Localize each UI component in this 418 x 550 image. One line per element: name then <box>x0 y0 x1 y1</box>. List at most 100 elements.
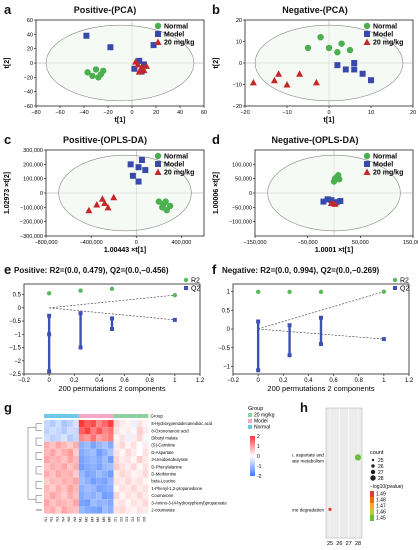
heatmap-cell <box>49 427 56 435</box>
heatmap-row-label: 2-coumarate <box>151 508 175 513</box>
heatmap-cell <box>113 470 120 478</box>
row-dendrogram-branch <box>35 481 42 489</box>
y-tick-label: 0 <box>227 327 231 333</box>
x-axis-label: 1.00443 ×t[1] <box>104 247 146 254</box>
heatmap-cell <box>119 484 126 492</box>
heatmap-cell <box>102 477 108 485</box>
heatmap-cell <box>84 448 91 456</box>
group-color-bar <box>84 414 91 418</box>
y-tick-label: −10 <box>233 83 242 89</box>
group-color-bar <box>96 414 102 418</box>
heatmap-cell <box>96 441 102 449</box>
size-legend-marker <box>370 469 376 475</box>
group-color-bar <box>113 414 120 418</box>
heatmap-cell <box>125 420 131 428</box>
heatmap-column-label: N2 <box>50 517 54 522</box>
x-tick-label: 20 <box>153 110 159 116</box>
data-point-model <box>320 198 327 205</box>
legend-marker-normal <box>363 22 371 30</box>
legend-label: Normal <box>164 154 188 161</box>
heatmap-cell <box>125 506 131 514</box>
heatmap-cell <box>73 434 79 442</box>
heatmap-cell <box>78 484 85 492</box>
heatmap-cell <box>61 463 68 471</box>
heatmap-cell <box>107 441 114 449</box>
heatmap-cell <box>102 492 108 500</box>
x-tick-label: 0.4 <box>304 378 313 384</box>
heatmap-column-label: D1 <box>114 517 118 522</box>
x-tick-label: 27 <box>346 541 352 547</box>
data-point-20mgkg <box>104 203 112 211</box>
data-point-model <box>324 196 331 203</box>
x-axis-label: t[1] <box>324 117 335 124</box>
y-tick-label: 0.5 <box>222 308 231 314</box>
color-legend-title: −log10(pvalue) <box>370 484 404 490</box>
r2-point <box>381 289 387 294</box>
heatmap-cell <box>142 441 149 449</box>
x-tick-label: 1.2 <box>196 378 205 384</box>
data-point-20mgkg <box>98 195 106 202</box>
y-tick-label: −1 <box>14 332 22 338</box>
heatmap-row-label: D-Phenylalanine <box>151 464 182 469</box>
data-point-normal <box>95 74 102 81</box>
data-point-normal <box>100 67 107 75</box>
data-point-model <box>131 65 138 72</box>
q2-point <box>110 316 114 321</box>
q2-point <box>110 327 114 331</box>
size-legend-marker <box>370 475 376 481</box>
pathway-bubble <box>328 507 332 511</box>
heatmap-cell <box>84 441 91 449</box>
heatmap-cell <box>84 463 91 471</box>
heatmap-cell <box>73 499 79 507</box>
heatmap-cell <box>49 499 56 507</box>
heatmap-cell <box>61 420 68 428</box>
colorbar <box>250 436 255 476</box>
data-point-model <box>127 161 134 168</box>
chart-b-pca-negative: −20 −10 0 10 20 −20 −10 0 10 20 t[1] t[2] NormalMode… <box>213 18 416 124</box>
heatmap-cell <box>142 477 149 485</box>
data-point-20mgkg <box>142 62 150 69</box>
heatmap-cell <box>142 434 149 442</box>
heatmap-cell <box>131 506 137 514</box>
legend-label: Model <box>373 32 393 39</box>
legend-marker-model <box>155 161 161 167</box>
row-dendrogram-branch <box>35 495 42 503</box>
y-tick-label: 300,000 <box>23 148 43 154</box>
heatmap-column-label: D3 <box>125 517 129 522</box>
pathway-bubble <box>354 454 362 461</box>
color-legend-label: 1.47 <box>376 504 386 510</box>
data-point-20mgkg <box>275 70 283 77</box>
heatmap-cell <box>102 484 108 492</box>
x-tick-label: −150,000 <box>243 240 266 246</box>
heatmap-cell <box>142 420 149 428</box>
data-point-20mgkg <box>93 200 101 208</box>
heatmap-cell <box>96 427 102 435</box>
heatmap-cell <box>49 463 56 471</box>
legend-marker-model <box>155 31 161 37</box>
x-tick-label: 1 <box>173 378 177 384</box>
heatmap-cell <box>90 506 97 514</box>
heatmap-cell <box>113 484 120 492</box>
y-tick-label: −0.5 <box>218 346 231 352</box>
y-axis-label: 1.00006 ×t[2] <box>213 172 220 214</box>
heatmap-cell <box>142 427 149 435</box>
data-point-20mgkg <box>135 68 143 75</box>
heatmap-cell <box>102 463 108 471</box>
heatmap-cell <box>119 456 126 464</box>
heatmap-cell <box>136 492 143 500</box>
heatmap-cell <box>73 470 79 478</box>
heatmap-cell <box>136 506 143 514</box>
heatmap-cell <box>49 484 56 492</box>
heatmap-cell <box>90 427 97 435</box>
r2-regression-line <box>258 291 384 330</box>
q2-point <box>319 342 323 346</box>
heatmap-cell <box>73 477 79 485</box>
heatmap-row-label: D-Aspartate <box>151 450 174 455</box>
heatmap-cell <box>96 470 102 478</box>
panel-h-label: h <box>300 400 308 415</box>
data-point-20mgkg <box>296 70 304 77</box>
y-tick-label: 20 <box>27 47 33 53</box>
heatmap-cell <box>102 441 108 449</box>
pathway-label: glutamate metabolism <box>292 458 324 463</box>
heatmap-row-label: 1-Phenyl-1,2-propanedione <box>151 486 202 491</box>
